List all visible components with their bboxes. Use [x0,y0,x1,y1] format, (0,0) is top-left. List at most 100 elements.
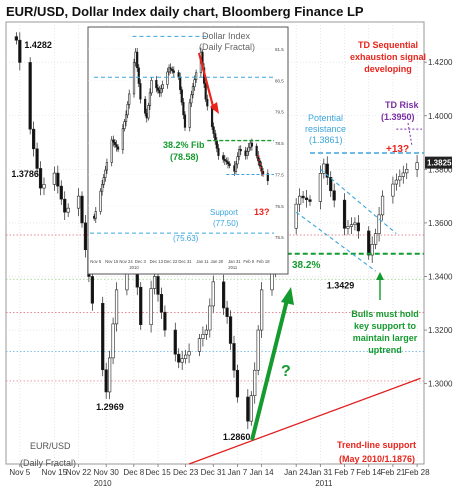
inset-y-tick-label: 80.5 [275,78,284,83]
candle [332,190,336,201]
inset-year-label: 2010 [129,265,139,270]
candle [167,67,171,73]
td-sequential-label: exhaustion signal [350,52,426,62]
candle [99,190,102,212]
candle [172,70,175,73]
inset-plot: 81.5 80.5 79.5 78.5 77.5 76.5 75.5 Nov 5 Nov 15 N… [87,26,289,275]
x-year-label: 2011 [315,479,333,488]
inset-x-tick-label: Nov 5 [90,259,102,264]
channel-lower [295,211,376,272]
candle [161,84,164,89]
candle [76,195,81,209]
candle [32,128,36,150]
candle [349,224,354,227]
inset-support-value: (77.50) [213,219,239,228]
fib-38-label: 38.2% [292,260,320,271]
candle [212,126,215,134]
candle [322,163,326,174]
candle [188,102,191,128]
y-tick-label: 1.3200 [428,326,453,335]
candle [249,395,253,422]
candle [235,369,240,398]
x-tick-label: Nov 15 [42,468,68,477]
x-tick-label: Jan 31 [308,468,333,477]
main-plot: 1.4200 1.4000 1.3800 1.3600 1.3400 1.3200 1.30… [5,21,453,488]
x-tick-label: Dec 8 [123,468,144,477]
x-tick-label: Dec 15 [145,468,171,477]
inset-y-tick-label: 75.5 [275,235,284,240]
candle [108,357,112,393]
x-tick-label: Nov 30 [94,468,120,477]
candle [187,351,191,356]
candle [66,207,70,213]
inset-x-tick-label: Dec 3 [135,259,147,264]
candle [156,87,160,91]
candle [298,195,302,205]
candle [415,162,419,170]
inset-td-count: 13? [254,207,270,217]
candle [180,89,183,103]
inset-x-tick-label: Dec 13 [150,259,164,264]
candle [148,92,152,106]
candle [405,169,409,174]
trendline-label: Trend-line support [337,440,416,450]
inset-y-tick-label: 78.5 [275,141,284,146]
candle [214,133,217,142]
candle [318,173,322,202]
candle [394,179,398,185]
candle [105,162,109,171]
candle [52,172,56,185]
y-tick-label: 1.4200 [428,58,453,67]
candle [155,80,158,89]
candle [101,184,104,192]
resistance-label: resistance [305,124,346,134]
candle [128,93,131,105]
candle [80,195,84,224]
y-tick-label: 1.3000 [428,380,453,389]
td-sequential-label: developing [364,64,412,74]
key-price-label: 1.4282 [24,40,52,50]
annotations-layer: TD Sequential exhaustion signal developing… [250,40,426,464]
candle [14,36,18,41]
candle [247,146,250,152]
candle [225,160,228,163]
candle [234,163,238,172]
candle [236,156,239,165]
candle [147,105,150,119]
key-price-label: 1.3786 [11,169,39,179]
candle [301,195,305,199]
candle [123,121,126,129]
y-tick-label: 1.3800 [428,165,453,174]
candle [246,151,249,156]
x-tick-label: Dec 31 [201,468,227,477]
candle [104,169,107,178]
bulls-label: uptrend [368,345,402,355]
candle [152,276,157,289]
channel-upper [320,168,397,235]
candle [367,230,371,256]
candle [101,302,105,371]
candle [42,184,46,189]
x-tick-label: Dec 23 [173,468,199,477]
candle [90,276,94,304]
trendline-sub-label: (May 2010/1.1876) [339,454,415,464]
candle [173,329,177,355]
inset-x-tick-label: Feb 18 [257,259,271,264]
candle [256,329,260,371]
candle [226,161,230,165]
resistance-label: Potential [308,113,343,123]
candle [260,289,264,331]
inset-x-tick-label: Nov 15 [105,259,119,264]
candle [126,104,129,116]
inset-x-tick-label: Jan 20 [211,259,224,264]
candle [201,334,205,339]
trend-line-support [188,377,421,465]
inset-support-label: Support [210,208,239,217]
candle [124,114,128,123]
candle [159,88,163,94]
key-price-label: 1.3429 [327,281,355,291]
candle [266,173,269,182]
inset-series-name: Dollar Index [202,31,251,41]
inset-x-tick-label: Dec 31 [178,259,192,264]
x-tick-label: Nov 5 [9,468,30,477]
